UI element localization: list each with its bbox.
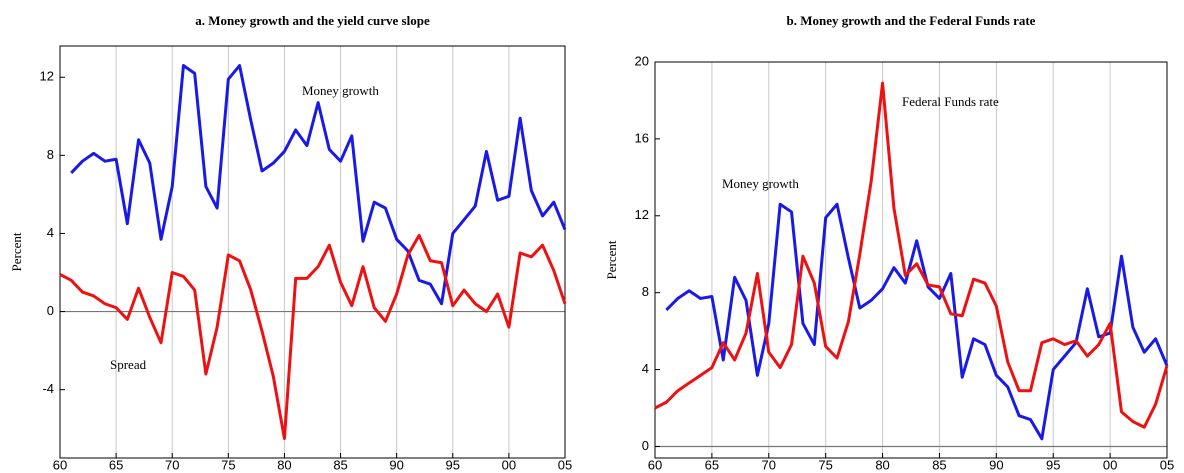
- data-line: [654, 81, 1169, 429]
- x-tick-label: 00: [1103, 457, 1117, 472]
- x-tick-label: 05: [558, 457, 572, 472]
- x-tick-label: 60: [648, 457, 662, 472]
- x-tick-label: 95: [1046, 457, 1060, 472]
- x-tick-label: 65: [705, 457, 719, 472]
- y-tick-label: -4: [42, 381, 54, 396]
- plot-frame: [59, 45, 566, 459]
- series-label: Spread: [110, 357, 147, 372]
- y-tick-label: 8: [642, 284, 649, 299]
- x-tick-label: 85: [932, 457, 946, 472]
- data-line: [665, 202, 1169, 441]
- data-line: [70, 64, 567, 306]
- plot-frame: [654, 61, 1168, 459]
- x-tick-label: 85: [333, 457, 347, 472]
- x-tick-label: 95: [446, 457, 460, 472]
- y-axis-label: Percent: [604, 240, 619, 279]
- x-tick-label: 00: [502, 457, 516, 472]
- series-label: Money growth: [722, 176, 799, 191]
- y-tick-label: 8: [47, 147, 54, 162]
- x-tick-label: 70: [762, 457, 776, 472]
- series-label: Money growth: [302, 83, 379, 98]
- y-tick-label: 0: [642, 438, 649, 453]
- x-tick-label: 75: [221, 457, 235, 472]
- y-tick-label: 20: [635, 53, 649, 68]
- y-tick-label: 0: [47, 303, 54, 318]
- y-tick-label: 4: [47, 225, 54, 240]
- x-tick-label: 80: [277, 457, 291, 472]
- y-tick-label: 12: [40, 69, 54, 84]
- y-tick-label: 12: [635, 207, 649, 222]
- y-axis-label: Percent: [9, 232, 24, 271]
- x-tick-label: 90: [389, 457, 403, 472]
- y-tick-label: 4: [642, 361, 649, 376]
- y-tick-label: 16: [635, 130, 649, 145]
- x-tick-label: 60: [53, 457, 67, 472]
- x-tick-label: 65: [109, 457, 123, 472]
- data-line: [59, 233, 567, 440]
- chart-title: b. Money growth and the Federal Funds ra…: [787, 13, 1036, 28]
- x-tick-label: 80: [875, 457, 889, 472]
- chart-title: a. Money growth and the yield curve slop…: [195, 13, 430, 28]
- x-tick-label: 90: [989, 457, 1003, 472]
- x-tick-label: 05: [1160, 457, 1174, 472]
- x-tick-label: 70: [165, 457, 179, 472]
- x-tick-label: 75: [818, 457, 832, 472]
- series-label: Federal Funds rate: [902, 94, 999, 109]
